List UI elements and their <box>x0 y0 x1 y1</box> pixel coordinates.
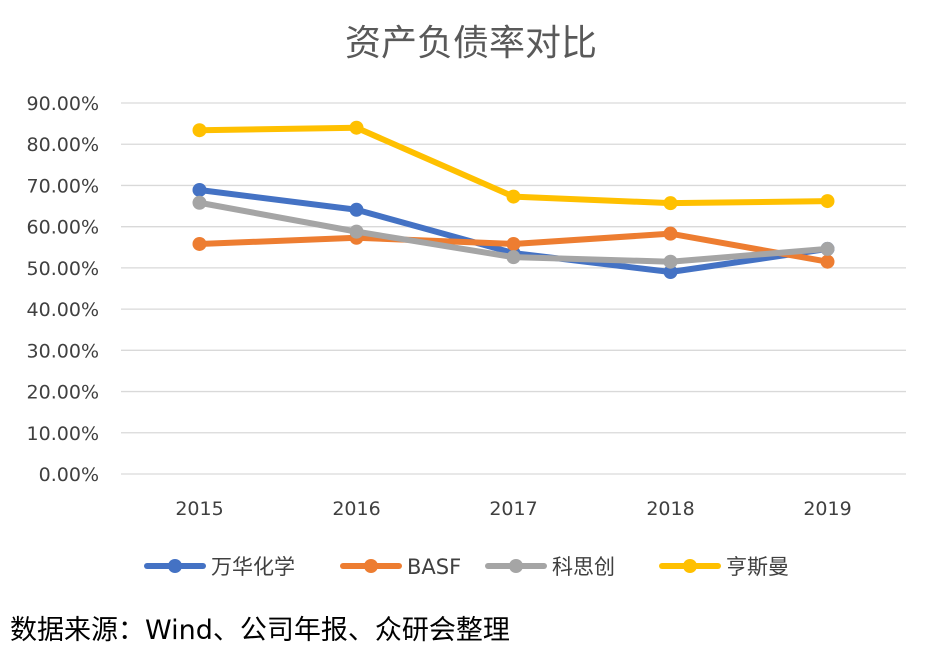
legend-item: 万华化学 <box>144 555 295 579</box>
legend-label: 科思创 <box>552 555 615 579</box>
data-point <box>192 195 207 210</box>
legend-item: 科思创 <box>485 555 615 579</box>
legend-swatch-marker <box>683 559 697 573</box>
series <box>192 120 835 211</box>
data-point <box>506 189 521 204</box>
data-point <box>192 236 207 251</box>
data-point <box>349 202 364 217</box>
data-point <box>506 250 521 265</box>
y-tick-label: 20.00% <box>27 382 99 404</box>
data-point <box>820 241 835 256</box>
data-point <box>663 196 678 211</box>
legend-label: 亨斯曼 <box>726 555 789 579</box>
series <box>192 195 835 269</box>
y-axis-ticks: 0.00% 10.00% 20.00% 30.00% 40.00% 50.00% 60.00… <box>27 93 99 486</box>
legend-swatch-marker <box>364 559 378 573</box>
data-point <box>663 254 678 269</box>
y-tick-label: 30.00% <box>27 340 99 362</box>
x-tick-label: 2015 <box>175 498 223 520</box>
series-group <box>192 120 835 280</box>
data-point <box>349 224 364 239</box>
grid-lines <box>121 102 906 475</box>
y-tick-label: 60.00% <box>27 217 99 239</box>
data-point <box>663 226 678 241</box>
data-point <box>506 236 521 251</box>
data-point <box>820 254 835 269</box>
x-tick-label: 2018 <box>646 498 694 520</box>
legend: 万华化学 BASF 科思创 亨斯曼 <box>144 555 789 579</box>
data-point <box>820 194 835 209</box>
y-tick-label: 50.00% <box>27 258 99 280</box>
x-tick-label: 2016 <box>332 498 380 520</box>
legend-label: 万华化学 <box>211 555 295 579</box>
data-point <box>192 182 207 197</box>
legend-swatch-marker <box>509 559 523 573</box>
y-tick-label: 10.00% <box>27 423 99 445</box>
x-axis-ticks: 2015 2016 2017 2018 2019 <box>175 498 851 520</box>
data-point <box>349 120 364 135</box>
y-tick-label: 0.00% <box>39 464 99 486</box>
data-point <box>192 123 207 138</box>
chart-title: 资产负债率对比 <box>345 23 597 64</box>
y-tick-label: 80.00% <box>27 134 99 156</box>
data-point <box>663 265 678 280</box>
x-tick-label: 2017 <box>489 498 537 520</box>
legend-swatch-marker <box>168 559 182 573</box>
x-tick-label: 2019 <box>803 498 851 520</box>
y-tick-label: 40.00% <box>27 299 99 321</box>
legend-item: BASF <box>340 555 461 579</box>
legend-item: 亨斯曼 <box>659 555 789 579</box>
y-tick-label: 70.00% <box>27 175 99 197</box>
y-tick-label: 90.00% <box>27 93 99 115</box>
source-note: 数据来源：Wind、公司年报、众研会整理 <box>10 615 510 646</box>
line-chart: 资产负债率对比 0.00% 10.00% 20.00% 30.00% 40.00% 50.… <box>27 23 906 579</box>
legend-label: BASF <box>407 555 461 579</box>
